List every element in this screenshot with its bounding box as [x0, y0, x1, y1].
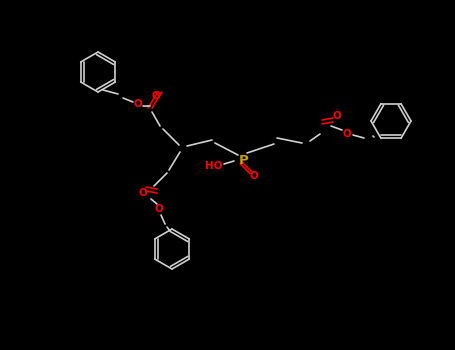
Text: O: O	[152, 91, 160, 101]
Text: O: O	[333, 111, 341, 121]
Text: O: O	[139, 188, 147, 198]
Text: P: P	[239, 154, 249, 167]
Text: O: O	[250, 171, 258, 181]
Text: O: O	[134, 99, 142, 109]
Text: O: O	[155, 204, 163, 214]
Text: O: O	[343, 129, 351, 139]
Text: HO: HO	[205, 161, 223, 171]
